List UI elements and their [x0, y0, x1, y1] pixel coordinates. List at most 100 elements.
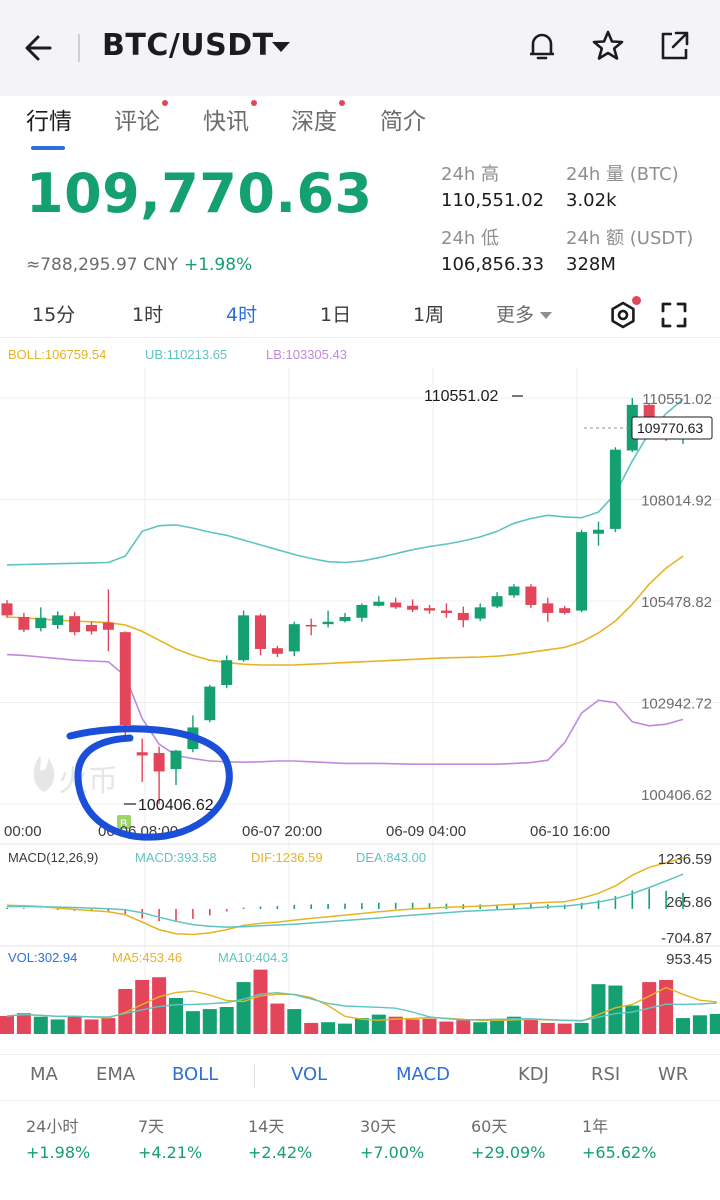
candle-body [288, 624, 300, 652]
buy-marker [117, 815, 131, 829]
volume-bar [321, 1022, 336, 1034]
vol-value: VOL:302.94 [8, 950, 77, 965]
notification-dot [162, 100, 168, 106]
kline-chart[interactable]: BOLL:106759.54 UB:110213.65 LB:103305.43… [0, 338, 720, 1054]
y-tick-label: 108014.92 [641, 493, 712, 510]
volume-panel: 953.45 [0, 951, 720, 1034]
pair-title[interactable]: BTC/USDT [102, 28, 274, 63]
boll-middle-line [6, 555, 684, 666]
volume-bar [354, 1018, 369, 1034]
macd-y-tick: 1236.59 [658, 851, 712, 868]
y-tick-label: 102942.72 [641, 696, 712, 713]
volume-bar [152, 977, 167, 1034]
current-price-tag [631, 416, 713, 440]
volume-bar [523, 1018, 538, 1034]
boll-bands [6, 398, 684, 766]
candle-body [474, 607, 486, 619]
volume-bar [236, 982, 251, 1034]
indicator-vol[interactable]: VOL [291, 1064, 328, 1085]
interval-1d[interactable]: 1日 [320, 304, 352, 326]
y-tick-label: 110551.02 [642, 391, 712, 408]
interval-4h[interactable]: 4时 [226, 304, 258, 326]
pair-dropdown-caret-icon[interactable] [272, 42, 290, 52]
volume-bar [185, 1011, 200, 1034]
candle-body [407, 605, 419, 610]
change-percent: +1.98% [183, 255, 253, 275]
candle-body [542, 603, 554, 613]
volume-bar [33, 1016, 48, 1034]
candle-body [491, 596, 503, 607]
star-icon[interactable] [590, 28, 626, 64]
volume-bar [422, 1018, 437, 1034]
volume-bar [490, 1018, 505, 1034]
volume-bar [574, 1022, 589, 1034]
y-tick-label: 100406.62 [641, 787, 712, 804]
candle-body [86, 624, 97, 632]
candle-body [204, 686, 216, 721]
tab-depth[interactable]: 深度 [291, 100, 345, 136]
header-separator [78, 34, 80, 62]
stat-24h-volume: 24h 量 (BTC) 3.02k [566, 164, 679, 211]
section-tabs: 行情 评论 快讯 深度 简介 [0, 96, 720, 152]
interval-1w[interactable]: 1周 [413, 304, 445, 326]
bell-icon[interactable] [524, 28, 560, 64]
settings-hexagon-icon[interactable] [608, 300, 638, 330]
stat-24h-amount: 24h 额 (USDT) 328M [566, 228, 694, 275]
perf-60d: 60天 +29.09% [471, 1117, 546, 1162]
volume-bar [405, 1019, 420, 1034]
performance-bar: 24小时 +1.98% 7天 +4.21% 14天 +2.42% 30天 +7.00% … [0, 1100, 720, 1170]
volume-bar [304, 1022, 319, 1034]
candle-body [508, 586, 520, 596]
back-arrow-icon[interactable] [20, 28, 60, 68]
volume-bar [101, 1018, 116, 1034]
volume-bar [84, 1019, 99, 1034]
macd-dea-line [7, 873, 684, 928]
indicator-ma[interactable]: MA [30, 1064, 58, 1085]
candle-body [559, 608, 571, 613]
volume-bar [540, 1022, 555, 1034]
buy-marker-label: B [120, 818, 127, 830]
stat-24h-low: 24h 低 106,856.33 [441, 228, 545, 275]
tab-comments[interactable]: 评论 [114, 100, 168, 136]
tab-intro[interactable]: 简介 [380, 109, 426, 135]
dea-value: DEA:843.00 [356, 850, 426, 865]
boll-lower-line [6, 653, 684, 766]
perf-30d: 30天 +7.00% [360, 1117, 425, 1162]
interval-15m[interactable]: 15分 [32, 304, 76, 326]
fullscreen-icon[interactable] [660, 301, 688, 329]
candle-body [136, 752, 148, 756]
indicator-ema[interactable]: EMA [96, 1064, 136, 1085]
candle-body [457, 612, 469, 621]
volume-ma5-line [6, 986, 717, 1022]
interval-bar: 15分 1时 4时 1日 1周 更多 [0, 296, 720, 336]
candle-body [322, 621, 334, 625]
volume-bar [456, 1020, 471, 1034]
candle-body [576, 532, 588, 611]
candle-body [424, 608, 435, 611]
indicator-rsi[interactable]: RSI [591, 1064, 621, 1085]
candle-body [170, 750, 182, 770]
volume-ma10-line [6, 991, 717, 1022]
indicator-boll[interactable]: BOLL [172, 1064, 219, 1085]
interval-more[interactable]: 更多 [496, 300, 553, 327]
notification-dot [251, 100, 257, 106]
tab-news[interactable]: 快讯 [203, 100, 257, 136]
candle-body [69, 616, 81, 633]
candle-body [305, 624, 317, 627]
indicator-macd[interactable]: MACD [396, 1064, 450, 1085]
volume-bar [287, 1009, 302, 1034]
volume-bar [625, 1005, 640, 1034]
indicator-separator [254, 1064, 255, 1088]
interval-1h[interactable]: 1时 [132, 304, 164, 326]
indicator-wr[interactable]: WR [658, 1064, 689, 1085]
volume-bar [439, 1021, 454, 1034]
indicator-kdj[interactable]: KDJ [518, 1064, 549, 1085]
tab-market[interactable]: 行情 [26, 109, 72, 135]
volume-bar [709, 1013, 720, 1034]
share-external-icon[interactable] [656, 28, 692, 64]
candle-body [255, 615, 266, 649]
vol-ma10: MA10:404.3 [218, 950, 288, 965]
x-tick: 00:00 [4, 823, 42, 840]
notification-dot [339, 100, 345, 106]
perf-24h: 24小时 +1.98% [26, 1117, 91, 1162]
